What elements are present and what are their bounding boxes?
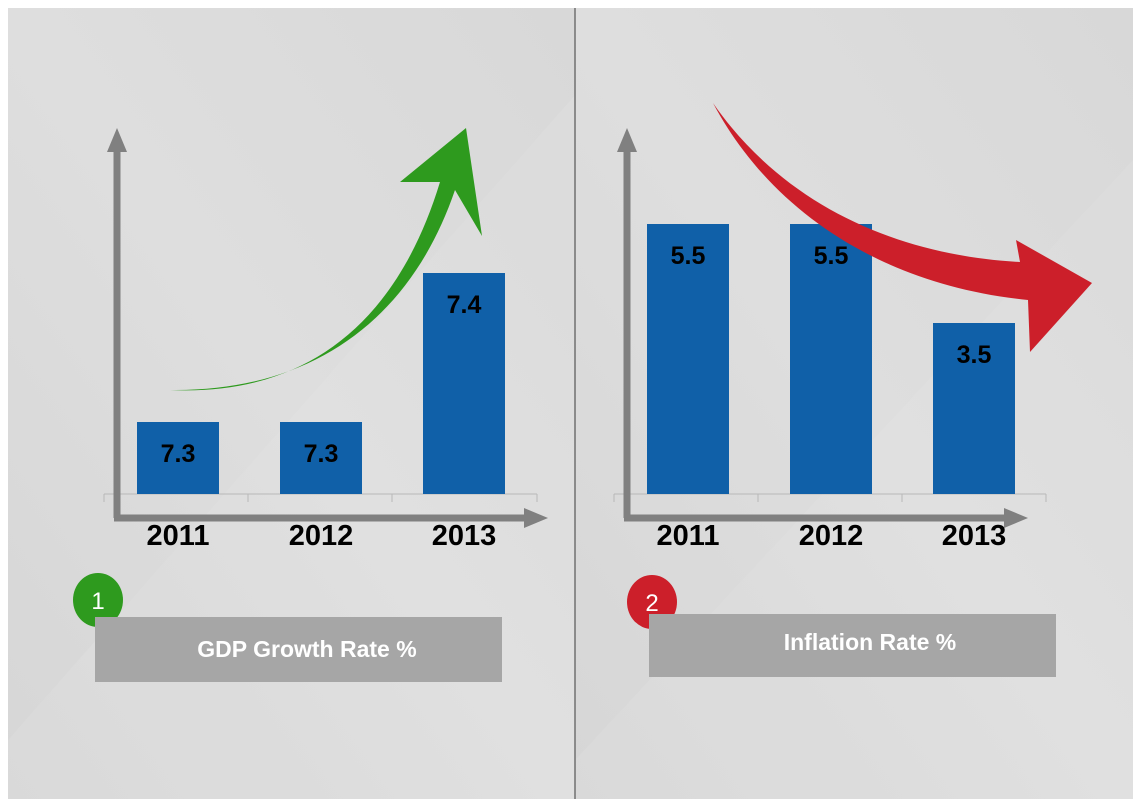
gdp-bar-2011 xyxy=(137,422,219,494)
inflation-bar-2013 xyxy=(933,323,1015,494)
inflation-x-tick-2012: 2012 xyxy=(799,520,864,552)
gdp-y-axis xyxy=(107,128,127,518)
inflation-badge-number: 2 xyxy=(645,590,658,617)
gdp-data-label-2013: 7.4 xyxy=(447,291,482,319)
gdp-trend-arrow-up xyxy=(170,128,482,391)
gdp-bar-2012 xyxy=(280,422,362,494)
inflation-bar-2011 xyxy=(647,224,729,494)
gdp-data-label-2012: 7.3 xyxy=(304,440,339,468)
inflation-trend-arrow-down xyxy=(713,103,1092,352)
gdp-x-axis xyxy=(114,508,548,528)
gdp-bar-2013 xyxy=(423,273,505,494)
inflation-data-label-2012: 5.5 xyxy=(814,242,849,270)
gdp-chart-title: GDP Growth Rate % xyxy=(197,636,416,662)
inflation-x-axis xyxy=(624,508,1028,528)
inflation-chart: 5.5 5.5 3.5 2011 2012 2013 xyxy=(613,103,1092,552)
gdp-x-tick-2012: 2012 xyxy=(289,520,354,552)
gdp-data-label-2011: 7.3 xyxy=(161,440,196,468)
gdp-x-tick-2011: 2011 xyxy=(147,520,210,552)
gdp-chart: 7.3 7.3 7.4 2011 2012 2013 xyxy=(103,128,548,552)
gdp-caption-box: GDP Growth Rate % xyxy=(95,617,502,682)
gdp-badge: 1 xyxy=(73,573,123,627)
inflation-x-tick-2011: 2011 xyxy=(657,520,720,552)
inflation-chart-title: Inflation Rate % xyxy=(784,629,957,655)
gdp-x-tick-2013: 2013 xyxy=(432,520,497,552)
inflation-data-label-2013: 3.5 xyxy=(957,341,992,369)
gdp-badge-number: 1 xyxy=(91,588,104,615)
inflation-caption-box: Inflation Rate % xyxy=(649,614,1056,677)
inflation-data-label-2011: 5.5 xyxy=(671,242,706,270)
inflation-y-axis xyxy=(617,128,637,518)
inflation-bar-2012 xyxy=(790,224,872,494)
inflation-x-tick-2013: 2013 xyxy=(942,520,1007,552)
